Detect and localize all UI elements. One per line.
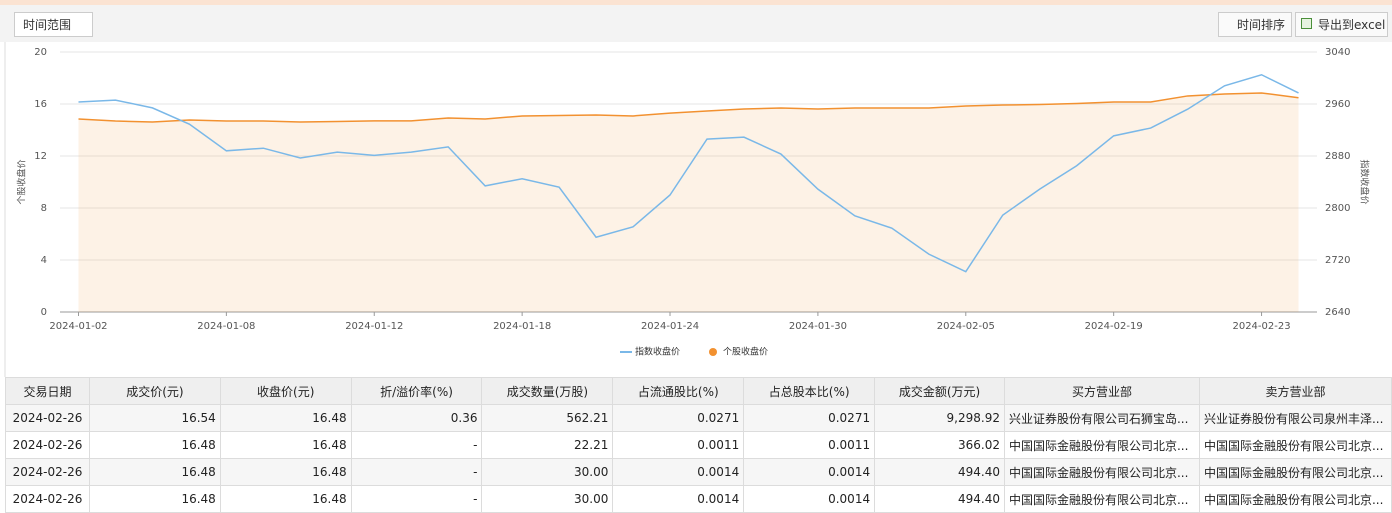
table-cell: 中国国际金融股份有限公司北京...: [1198, 485, 1392, 513]
line: [78, 92, 1299, 123]
table-cell: 0.0011: [612, 431, 745, 459]
table-row: 2024-02-26 16.48 16.48-30.00 0.0014 0.0014 49…: [5, 485, 1392, 513]
y2-tick-label: 2720: [1325, 255, 1350, 266]
column-header: 卖方营业部: [1198, 377, 1392, 405]
line: [78, 73, 1299, 273]
legend-symbol: [709, 348, 717, 356]
table-cell: 0.0014: [612, 485, 745, 513]
table-row: 2024-02-26 16.48 16.48-22.21 0.0011 0.0011 36…: [5, 431, 1392, 459]
x-tick-label: 2024-02-05: [937, 321, 995, 332]
table-cell: 494.40: [874, 458, 1005, 486]
chart: ⇅ 048121620264027202800288029603040个股收盘价…: [4, 42, 1371, 377]
table-cell: -: [350, 485, 483, 513]
y2-axis-label: 指数收盘价: [1359, 159, 1371, 204]
y-tick-label: 12: [34, 151, 47, 162]
table-cell: -: [350, 458, 483, 486]
sort-label: 时间排序: [1237, 18, 1286, 32]
y2-tick-label: 3040: [1325, 47, 1350, 58]
table-cell: 16.54: [88, 404, 221, 432]
table-cell: 兴业证券股份有限公司泉州丰泽...: [1198, 404, 1392, 432]
table-cell: 0.0014: [612, 458, 745, 486]
table-cell: 0.0014: [743, 458, 876, 486]
x-tick-label: 2024-01-30: [789, 321, 847, 332]
toolbar: 时间范围 时间排序 导出到excel: [0, 0, 1392, 42]
y-tick-label: 0: [41, 307, 47, 318]
x-tick-label: 2024-02-23: [1232, 321, 1290, 332]
table-cell: 中国国际金融股份有限公司北京...: [1003, 458, 1200, 486]
column-header: 收盘价(元): [219, 377, 352, 405]
legend-label: 个股收盘价: [723, 346, 768, 358]
y2-tick-label: 2880: [1325, 151, 1350, 162]
column-header: 成交金额(万元): [874, 377, 1005, 405]
table-cell: 0.0271: [612, 404, 745, 432]
table-cell: 9,298.92: [874, 404, 1005, 432]
table-cell: 2024-02-26: [5, 404, 90, 432]
table-cell: 16.48: [219, 458, 352, 486]
column-header: 占总股本比(%): [743, 377, 876, 405]
trade-table: 交易日期 成交价(元) 收盘价(元) 折/溢价率(%) 成交数量(万股) 占流通股比(%)…: [5, 377, 1392, 513]
x-tick-label: 2024-01-18: [493, 321, 551, 332]
table-cell: 中国国际金融股份有限公司北京...: [1198, 458, 1392, 486]
y2-tick-label: 2640: [1325, 307, 1350, 318]
sort-button[interactable]: 时间排序: [1218, 12, 1292, 37]
table-cell: -: [350, 431, 483, 459]
table-cell: 22.21: [481, 431, 614, 459]
table-cell: 2024-02-26: [5, 431, 90, 459]
table-cell: 16.48: [219, 431, 352, 459]
column-header: 折/溢价率(%): [350, 377, 483, 405]
column-header: 交易日期: [5, 377, 90, 405]
column-header: 占流通股比(%): [612, 377, 745, 405]
table-cell: 0.36: [350, 404, 483, 432]
legend-label: 指数收盘价: [635, 346, 680, 358]
y2-tick-label: 2800: [1325, 203, 1350, 214]
table-cell: 30.00: [481, 485, 614, 513]
x-tick-label: 2024-01-08: [197, 321, 255, 332]
y-axis-label: 个股收盘价: [16, 159, 28, 204]
y-tick-label: 4: [41, 255, 47, 266]
column-header: 成交价(元): [88, 377, 221, 405]
table-cell: 2024-02-26: [5, 485, 90, 513]
y-tick-label: 20: [34, 47, 47, 58]
table-cell: 16.48: [88, 485, 221, 513]
table-cell: 562.21: [481, 404, 614, 432]
button-icon: [1301, 18, 1312, 29]
table-cell: 0.0011: [743, 431, 876, 459]
table-cell: 16.48: [219, 404, 352, 432]
table-cell: 16.48: [219, 485, 352, 513]
table-cell: 中国国际金融股份有限公司北京...: [1003, 485, 1200, 513]
table-cell: 兴业证券股份有限公司石狮宝岛...: [1003, 404, 1200, 432]
x-tick-label: 2024-02-19: [1085, 321, 1143, 332]
table-cell: 16.48: [88, 431, 221, 459]
table-cell: 中国国际金融股份有限公司北京...: [1003, 431, 1200, 459]
table-cell: 0.0271: [743, 404, 876, 432]
table-row: 2024-02-26 16.48 16.48-30.00 0.0014 0.0014 49…: [5, 458, 1392, 486]
y-tick-label: 16: [34, 99, 47, 110]
y-tick-label: 8: [41, 203, 47, 214]
table-cell: 2024-02-26: [5, 458, 90, 486]
column-header: 买方营业部: [1003, 377, 1200, 405]
export-label: 导出到excel: [1318, 18, 1386, 32]
y2-tick-label: 2960: [1325, 99, 1350, 110]
table-cell: 0.0014: [743, 485, 876, 513]
column-header: 成交数量(万股): [481, 377, 614, 405]
table-cell: 366.02: [874, 431, 1005, 459]
table-cell: 494.40: [874, 485, 1005, 513]
table-cell: 16.48: [88, 458, 221, 486]
table-cell: 中国国际金融股份有限公司北京...: [1198, 431, 1392, 459]
table-cell: 30.00: [481, 458, 614, 486]
table-row: 2024-02-26 16.54 16.48 0.36 562.21 0.0271 0.02…: [5, 404, 1392, 432]
x-tick-label: 2024-01-12: [345, 321, 403, 332]
x-tick-label: 2024-01-02: [49, 321, 107, 332]
area: [78, 92, 1299, 312]
x-tick-label: 2024-01-24: [641, 321, 699, 332]
range-button[interactable]: 时间范围: [14, 12, 93, 37]
